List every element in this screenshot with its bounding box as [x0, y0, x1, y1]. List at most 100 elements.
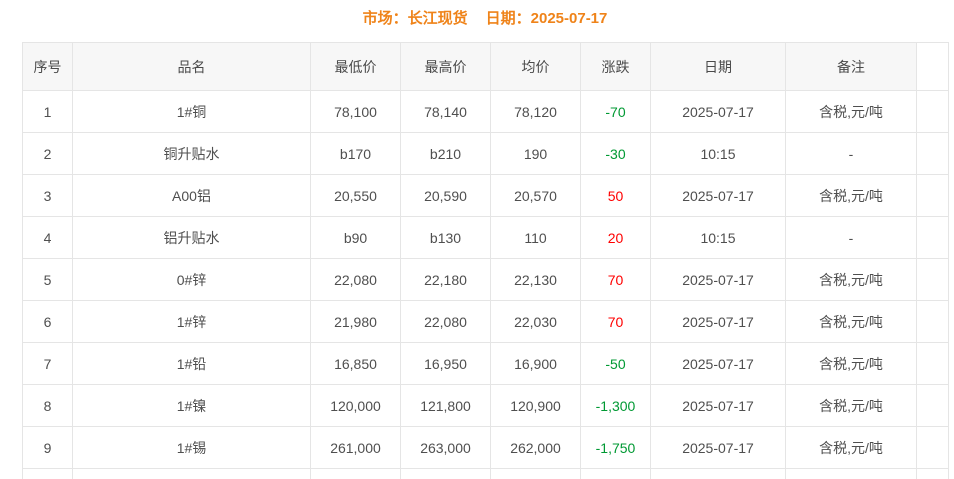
date-cell: 2025-07-17 [650, 258, 786, 301]
table-header-row: 序号 品名 最低价 最高价 均价 涨跌 日期 备注 [22, 42, 949, 91]
note-cell [785, 468, 917, 479]
extra-cell [916, 426, 949, 469]
low-price-cell [310, 468, 401, 479]
avg-price-cell: 22,030 [490, 300, 581, 343]
extra-cell [916, 468, 949, 479]
table-row: 7 1#铅 16,850 16,950 16,900 -50 2025-07-1… [22, 342, 949, 385]
product-name-cell: 1#镍 [72, 384, 311, 427]
extra-cell [916, 258, 949, 301]
price-table: 序号 品名 最低价 最高价 均价 涨跌 日期 备注 1 1#铜 78,100 7… [22, 42, 949, 479]
table-row: 2 铜升贴水 b170 b210 190 -30 10:15 - [22, 132, 949, 175]
high-price-cell: b210 [400, 132, 491, 175]
avg-price-cell: 16,900 [490, 342, 581, 385]
low-price-cell: b90 [310, 216, 401, 259]
extra-cell [916, 90, 949, 133]
date-label: 日期：2025-07-17 [485, 10, 608, 27]
product-name-cell: 1#锌 [72, 300, 311, 343]
change-value-empty [580, 468, 651, 479]
col-header-seq: 序号 [22, 42, 73, 91]
avg-price-cell: 110 [490, 216, 581, 259]
table-row: 8 1#镍 120,000 121,800 120,900 -1,300 202… [22, 384, 949, 427]
date-cell: 2025-07-17 [650, 384, 786, 427]
col-header-note: 备注 [785, 42, 917, 91]
avg-price-cell: 20,570 [490, 174, 581, 217]
product-name-cell: 1#铅 [72, 342, 311, 385]
product-name-cell: 1#铜 [72, 90, 311, 133]
low-price-cell: 16,850 [310, 342, 401, 385]
change-value: 50 [580, 174, 651, 217]
low-price-cell: 261,000 [310, 426, 401, 469]
product-name-cell: 1#锡 [72, 426, 311, 469]
table-row: 3 A00铝 20,550 20,590 20,570 50 2025-07-1… [22, 174, 949, 217]
col-header-high: 最高价 [400, 42, 491, 91]
col-header-avg: 均价 [490, 42, 581, 91]
seq-cell [22, 468, 73, 479]
table-row: 9 1#锡 261,000 263,000 262,000 -1,750 202… [22, 426, 949, 469]
page-title: 市场：长江现货 日期：2025-07-17 [22, 0, 948, 42]
change-value: -50 [580, 342, 651, 385]
high-price-cell: 22,080 [400, 300, 491, 343]
avg-price-cell: 190 [490, 132, 581, 175]
note-cell: 含税,元/吨 [785, 258, 917, 301]
avg-price-cell: 120,900 [490, 384, 581, 427]
extra-cell [916, 384, 949, 427]
product-name-cell: 铝升贴水 [72, 216, 311, 259]
date-cell [650, 468, 786, 479]
note-cell: - [785, 132, 917, 175]
price-table-container: 序号 品名 最低价 最高价 均价 涨跌 日期 备注 1 1#铜 78,100 7… [22, 42, 949, 479]
note-cell: - [785, 216, 917, 259]
table-row: 4 铝升贴水 b90 b130 110 20 10:15 - [22, 216, 949, 259]
high-price-cell: 16,950 [400, 342, 491, 385]
extra-cell [916, 132, 949, 175]
product-name-cell: 铜升贴水 [72, 132, 311, 175]
low-price-cell: 78,100 [310, 90, 401, 133]
note-cell: 含税,元/吨 [785, 426, 917, 469]
extra-cell [916, 300, 949, 343]
date-cell: 2025-07-17 [650, 90, 786, 133]
high-price-cell: b130 [400, 216, 491, 259]
note-cell: 含税,元/吨 [785, 90, 917, 133]
change-value: -30 [580, 132, 651, 175]
change-value: -70 [580, 90, 651, 133]
product-name-cell [72, 468, 311, 479]
low-price-cell: 22,080 [310, 258, 401, 301]
seq-cell: 9 [22, 426, 73, 469]
seq-cell: 1 [22, 90, 73, 133]
high-price-cell: 263,000 [400, 426, 491, 469]
high-price-cell: 121,800 [400, 384, 491, 427]
col-header-low: 最低价 [310, 42, 401, 91]
change-value: -1,300 [580, 384, 651, 427]
col-header-change: 涨跌 [580, 42, 651, 91]
avg-price-cell: 78,120 [490, 90, 581, 133]
product-name-cell: A00铝 [72, 174, 311, 217]
change-value: 20 [580, 216, 651, 259]
low-price-cell: 20,550 [310, 174, 401, 217]
seq-cell: 6 [22, 300, 73, 343]
note-cell: 含税,元/吨 [785, 174, 917, 217]
high-price-cell: 78,140 [400, 90, 491, 133]
table-row: 5 0#锌 22,080 22,180 22,130 70 2025-07-17… [22, 258, 949, 301]
date-cell: 2025-07-17 [650, 300, 786, 343]
date-cell: 2025-07-17 [650, 342, 786, 385]
seq-cell: 7 [22, 342, 73, 385]
date-cell: 2025-07-17 [650, 174, 786, 217]
table-row: 6 1#锌 21,980 22,080 22,030 70 2025-07-17… [22, 300, 949, 343]
seq-cell: 4 [22, 216, 73, 259]
avg-price-cell: 22,130 [490, 258, 581, 301]
high-price-cell: 22,180 [400, 258, 491, 301]
seq-cell: 5 [22, 258, 73, 301]
avg-price-cell [490, 468, 581, 479]
note-cell: 含税,元/吨 [785, 300, 917, 343]
change-value: 70 [580, 258, 651, 301]
extra-cell [916, 342, 949, 385]
seq-cell: 3 [22, 174, 73, 217]
date-cell: 2025-07-17 [650, 426, 786, 469]
low-price-cell: 120,000 [310, 384, 401, 427]
table-row-partial [22, 468, 949, 479]
change-value: -1,750 [580, 426, 651, 469]
extra-cell [916, 216, 949, 259]
low-price-cell: b170 [310, 132, 401, 175]
col-header-date: 日期 [650, 42, 786, 91]
product-name-cell: 0#锌 [72, 258, 311, 301]
col-header-extra [916, 42, 949, 91]
